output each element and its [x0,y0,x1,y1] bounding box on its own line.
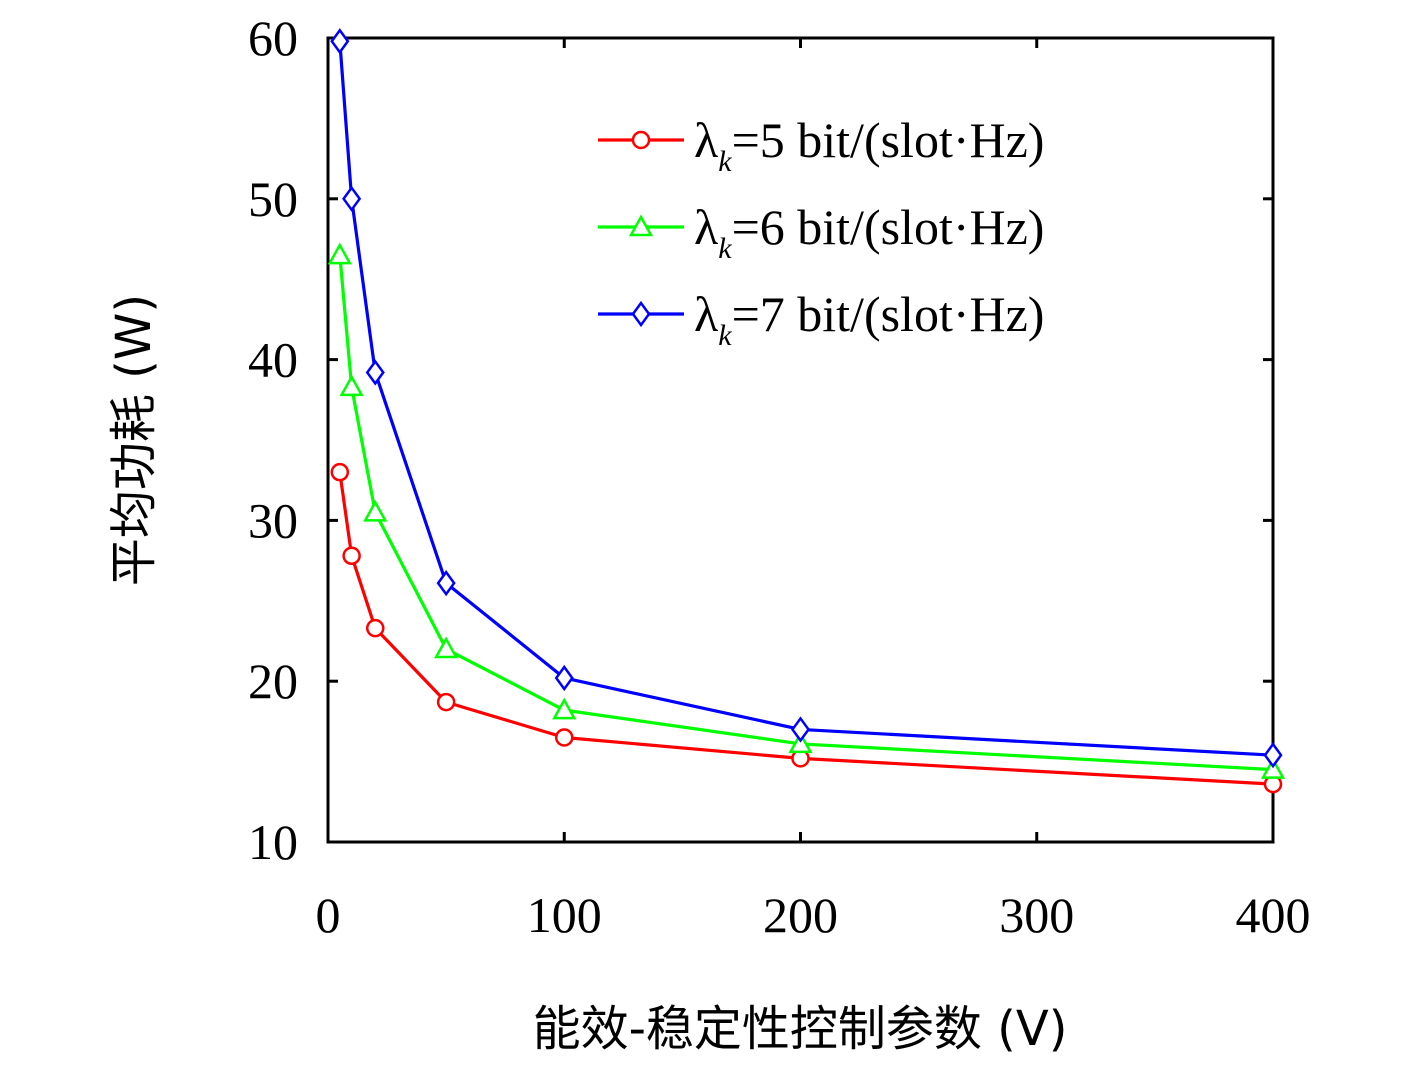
legend-rest: =5 bit/(slot·Hz) [732,112,1045,168]
legend-entry-2: λk=6 bit/(slot·Hz) [598,199,1044,265]
x-tick-label: 0 [316,887,341,943]
y-tick-label: 30 [248,492,298,548]
y-tick-label: 50 [248,171,298,227]
legend-entry-1: λk=5 bit/(slot·Hz) [598,112,1044,178]
x-tick-label: 300 [999,887,1074,943]
series-3 [330,28,1283,769]
data-point [330,462,350,482]
data-point [366,618,385,638]
data-point [365,359,385,386]
data-point [436,692,456,712]
data-point [434,636,459,659]
legend-rest: =7 bit/(slot·Hz) [732,286,1045,342]
legend-subscript: k [718,145,732,178]
data-point [554,664,574,692]
data-point [788,731,813,754]
legend-lambda: λ [694,199,718,255]
data-point [330,28,350,55]
legend-rest: =6 bit/(slot·Hz) [732,199,1045,255]
y-tick-label: 10 [248,814,298,870]
data-point [790,716,811,743]
legend-label: λk=5 bit/(slot·Hz) [694,112,1044,178]
data-point [552,697,577,720]
legend-lambda: λ [694,286,718,342]
legend-subscript: k [718,319,732,352]
data-point [327,242,352,265]
data-point [342,546,361,566]
x-tick-label: 400 [1236,887,1311,943]
y-tick-label: 60 [248,10,298,66]
series-layer [327,28,1286,794]
tick-labels: 0 100 200 300 400 10 20 30 40 50 60 [248,10,1311,943]
legend-label: λk=6 bit/(slot·Hz) [694,199,1044,265]
data-point [363,499,388,522]
series-line [338,471,1274,786]
legend-entry-3: λk=7 bit/(slot·Hz) [598,286,1044,352]
x-tick-label: 100 [527,887,602,943]
y-tick-label: 20 [248,653,298,709]
data-point [342,185,362,212]
x-axis-title: 能效-稳定性控制参数 (V) [533,1001,1068,1057]
data-point [628,214,654,237]
data-point [1260,757,1286,779]
series-1 [330,462,1283,794]
x-tick-label: 200 [763,887,838,943]
y-tick-label: 40 [248,332,298,388]
legend-label: λk=7 bit/(slot·Hz) [694,286,1044,352]
data-point [631,130,651,150]
y-axis-title: 平均功耗 (W) [106,294,162,586]
legend-lambda: λ [694,112,718,168]
data-point [555,728,574,747]
data-point [631,300,651,328]
data-point [1263,742,1283,769]
legend: λk=5 bit/(slot·Hz)λk=6 bit/(slot·Hz)λk=7… [598,112,1044,352]
data-point [436,569,456,597]
legend-subscript: k [718,232,732,265]
series-2 [327,242,1286,779]
data-point [339,374,364,397]
